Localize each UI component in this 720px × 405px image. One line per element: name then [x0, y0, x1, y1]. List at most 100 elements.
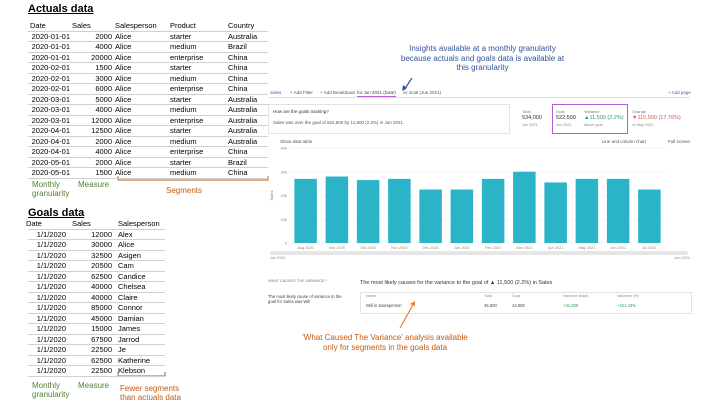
cell: China: [228, 84, 248, 93]
column-header: Sales: [72, 21, 91, 30]
column-header: Product: [170, 21, 196, 30]
x-tick-label: Jan 2021: [454, 246, 470, 250]
row-line: [28, 302, 165, 303]
cell: China: [228, 168, 248, 177]
cell: 20500: [91, 261, 112, 270]
cell: 1/1/2020: [36, 271, 66, 281]
row-line: [28, 249, 165, 251]
cell: 2020-01-01: [31, 42, 70, 51]
row-line: [28, 83, 268, 84]
row-line: [28, 333, 165, 335]
cell: Alice: [115, 63, 132, 72]
cell: Australia: [228, 94, 258, 104]
kpi-sub: Jun 2021: [556, 123, 572, 127]
cell: Alex: [118, 229, 133, 239]
cell: Alice: [115, 105, 132, 114]
cell: 2020-03-01: [31, 105, 70, 114]
row-line: [28, 30, 268, 32]
cell: Katherine: [118, 355, 151, 365]
cell: China: [228, 63, 248, 72]
cell: Alice: [115, 126, 132, 135]
row-line: [28, 260, 165, 261]
cell: 12000: [91, 229, 112, 239]
bar: [638, 189, 661, 243]
kpi-sub: above goal: [584, 123, 603, 127]
cell: Asigen: [118, 250, 141, 260]
annotation: Segments: [166, 186, 203, 195]
cell: 1/1/2020: [36, 292, 66, 302]
row-line: [28, 135, 268, 137]
answer: Sales was over the goal of 522,500 by 11…: [273, 120, 405, 125]
cell: Alice: [115, 136, 132, 146]
cell: Alice: [115, 73, 132, 83]
y-tick-label: 30k: [281, 169, 287, 174]
column-header: Variance (%): [617, 294, 639, 298]
cell: 30000: [91, 240, 112, 249]
cell: 12000: [91, 115, 112, 125]
cell: starter: [170, 157, 192, 167]
toolbar-item: + Add page: [668, 90, 691, 95]
cell: Alice: [115, 147, 132, 156]
section-title: The most likely causes for the variance …: [360, 280, 553, 286]
cell: 2020-03-01: [31, 115, 70, 125]
cell: 45,000: [484, 303, 497, 308]
cell: starter: [170, 31, 192, 41]
callout: Insights available at a monthly granular…: [400, 44, 565, 73]
cell: Australia: [228, 136, 258, 146]
cell: Cam: [118, 261, 134, 270]
cell: 2020-04-01: [31, 136, 70, 146]
cell: 4000: [95, 105, 112, 114]
kpi-value: ▼115,500 (17.76%): [632, 115, 681, 121]
cell: 15000: [91, 324, 112, 333]
x-tick-label: Nov 2020: [391, 246, 407, 250]
cell: 2020-04-01: [31, 126, 70, 135]
cell: enterprise: [170, 147, 204, 156]
cell: 2000: [95, 157, 112, 167]
column-header: Salesperson: [118, 219, 160, 228]
bar: [606, 178, 630, 243]
cell: 5000: [95, 94, 112, 104]
y-tick-label: 10k: [281, 217, 287, 222]
x-tick-label: Oct 2020: [360, 246, 375, 250]
cell: 40000: [91, 292, 112, 302]
row-line: [28, 114, 268, 116]
cell: Australia: [228, 105, 258, 114]
column-header: Sales: [72, 219, 91, 228]
cell: Jarrod: [118, 334, 140, 344]
row-line: [28, 323, 165, 324]
row-line: [28, 270, 165, 272]
kpi-label: Goal: [556, 109, 565, 114]
annotation: Fewer segments than actuals data: [120, 384, 181, 403]
cell: 2020-02-01: [31, 73, 70, 83]
cell: 22500: [91, 366, 112, 375]
column-header: Date: [26, 219, 42, 228]
variance-table: [360, 292, 692, 314]
cell: 1/1/2020: [36, 355, 66, 365]
cell: 85000: [91, 303, 112, 312]
row-line: [28, 365, 165, 366]
kpi-label: Variance: [584, 109, 600, 114]
row-line: [28, 375, 165, 377]
column-header: Total: [484, 294, 493, 298]
toolbar-item: for Jun 2021 (Date): [357, 90, 396, 97]
column-header: Variance (total): [563, 294, 589, 298]
toolbar-item: vs Goal (Jun 2021): [403, 90, 442, 95]
cell: 1/1/2020: [36, 345, 66, 354]
chart-option: Full screen: [667, 139, 690, 144]
cell: 2020-05-01: [31, 157, 70, 167]
x-tick-label: Feb 2021: [485, 246, 501, 250]
cell: 2020-05-01: [31, 168, 70, 177]
column-header: Salesperson: [115, 21, 157, 30]
bar: [325, 176, 349, 243]
x-tick-label: Jun 2021: [610, 246, 626, 250]
cell: 2020-02-01: [31, 84, 70, 93]
row-line: [28, 239, 165, 240]
question-box: [268, 104, 510, 134]
cell: Brazil: [228, 157, 247, 167]
row-line: [28, 146, 268, 147]
row-line: [28, 156, 268, 158]
cell: Will in Salesperson: [366, 303, 402, 308]
cell: Alice: [115, 94, 132, 104]
annotation: Monthly granularity: [32, 180, 70, 199]
